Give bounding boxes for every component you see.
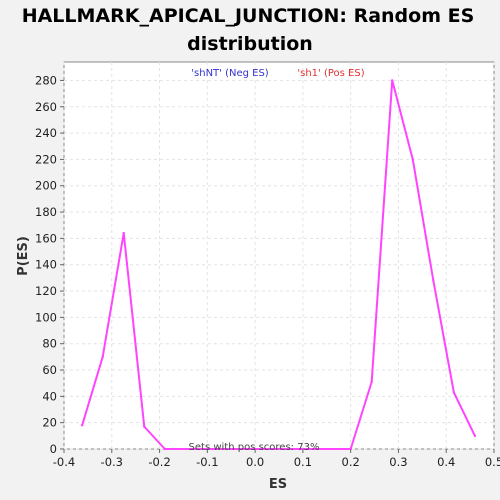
y-tick-label: 40 bbox=[42, 389, 57, 403]
grid-lines bbox=[63, 62, 495, 450]
legend-item-pos: 'sh1' (Pos ES) bbox=[297, 68, 364, 79]
y-tick-label: 0 bbox=[50, 442, 57, 456]
data-point bbox=[370, 380, 373, 384]
data-point bbox=[101, 355, 104, 359]
y-tick-label: 180 bbox=[35, 205, 57, 219]
x-axis-label: ES bbox=[269, 477, 287, 492]
x-tick-label: -0.2 bbox=[148, 455, 170, 469]
x-tick-label: 0.4 bbox=[437, 455, 455, 469]
x-tick-label: 0.0 bbox=[246, 455, 264, 469]
x-tick-label: 0.5 bbox=[485, 455, 500, 469]
y-tick-label: 220 bbox=[35, 152, 57, 166]
y-tick-label: 260 bbox=[35, 100, 57, 114]
y-axis-ticks: 0 20 40 60 80 100 120 140 160 180 200 220 240 260 280 bbox=[35, 73, 64, 456]
x-tick-label: -0.1 bbox=[196, 455, 218, 469]
chart-title-line-1: HALLMARK_APICAL_JUNCTION: Random ES bbox=[22, 5, 475, 27]
y-tick-label: 140 bbox=[35, 258, 57, 272]
data-point bbox=[473, 434, 477, 438]
x-tick-label: -0.4 bbox=[53, 455, 75, 469]
y-axis-label: P(ES) bbox=[16, 236, 31, 276]
y-tick-label: 80 bbox=[42, 337, 57, 351]
y-tick-label: 280 bbox=[35, 73, 57, 87]
x-tick-label: 0.2 bbox=[342, 455, 360, 469]
x-axis-ticks: -0.4 -0.3 -0.2 -0.1 0.0 0.1 0.2 0.3 0.4 0.5 bbox=[53, 449, 500, 469]
data-point bbox=[452, 391, 456, 394]
data-point bbox=[122, 231, 125, 235]
es-distribution-line bbox=[81, 79, 476, 450]
y-tick-label: 100 bbox=[35, 310, 57, 324]
y-tick-label: 60 bbox=[42, 363, 57, 377]
x-tick-label: -0.3 bbox=[101, 455, 123, 469]
y-tick-label: 120 bbox=[35, 284, 57, 298]
series-group bbox=[80, 79, 477, 451]
pos-scores-annotation: Sets with pos scores: 73% bbox=[189, 442, 320, 453]
y-tick-label: 200 bbox=[35, 179, 57, 193]
chart-title-line-2: distribution bbox=[187, 33, 313, 55]
data-point bbox=[80, 424, 84, 427]
y-tick-label: 240 bbox=[35, 126, 57, 140]
data-point bbox=[163, 447, 167, 451]
data-point bbox=[391, 79, 394, 82]
x-tick-label: 0.3 bbox=[389, 455, 407, 469]
data-point bbox=[432, 279, 435, 282]
y-tick-label: 20 bbox=[42, 416, 57, 430]
chart-title: HALLMARK_APICAL_JUNCTION: Random ES dist… bbox=[22, 5, 475, 55]
legend-item-neg: 'shNT' (Neg ES) bbox=[191, 68, 269, 79]
data-point bbox=[411, 158, 414, 161]
x-tick-label: 0.1 bbox=[294, 455, 312, 469]
y-tick-label: 160 bbox=[35, 231, 57, 245]
data-point bbox=[143, 425, 146, 428]
plot-area bbox=[63, 61, 495, 450]
